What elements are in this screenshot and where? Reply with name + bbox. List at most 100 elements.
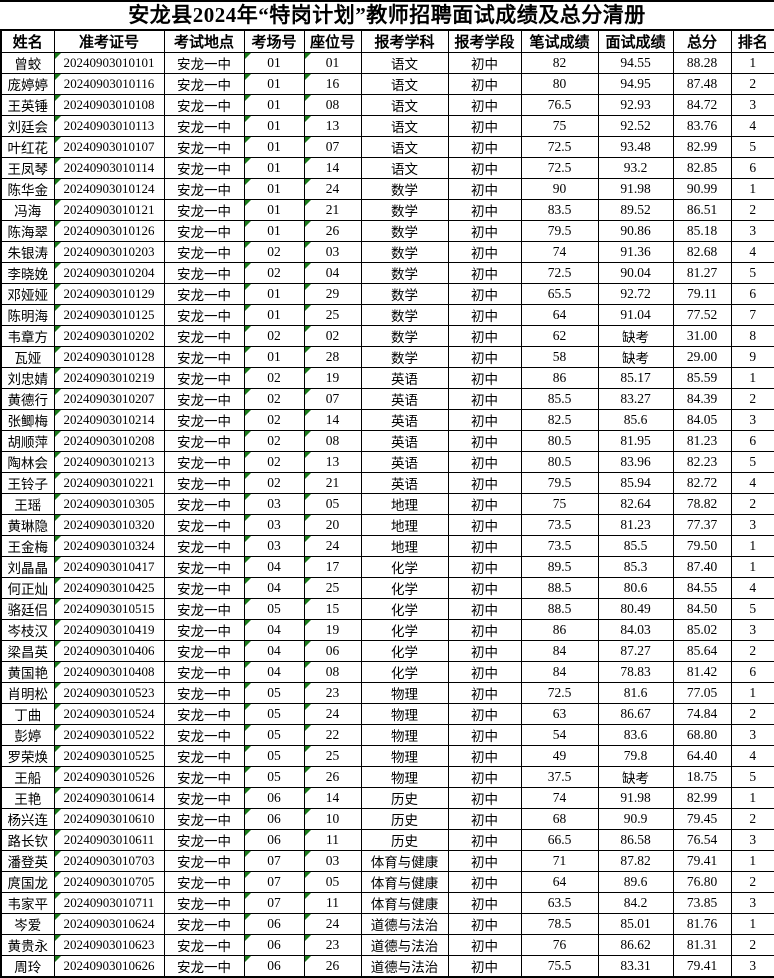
cell-subject: 数学	[360, 262, 449, 284]
cell-exam-location: 安龙一中	[163, 199, 245, 221]
cell-subject: 语文	[360, 94, 449, 116]
cell-total-score: 77.05	[672, 682, 732, 704]
cell-interview-score: 80.49	[597, 598, 674, 620]
cell-name: 曾蛟	[0, 52, 55, 74]
cell-exam-location: 安龙一中	[163, 913, 245, 935]
cell-total-score: 29.00	[672, 346, 732, 368]
cell-exam-id: 20240903010425	[53, 577, 165, 599]
cell-interview-score: 92.72	[597, 283, 674, 305]
cell-seat-number: 26	[303, 955, 362, 978]
cell-exam-location: 安龙一中	[163, 136, 245, 158]
header-interview-score: 面试成绩	[597, 29, 674, 53]
cell-exam-location: 安龙一中	[163, 724, 245, 746]
header-exam-id: 准考证号	[53, 29, 165, 53]
cell-exam-location: 安龙一中	[163, 262, 245, 284]
cell-name: 王瑶	[0, 493, 55, 515]
cell-exam-id: 20240903010129	[53, 283, 165, 305]
cell-interview-score: 81.6	[597, 682, 674, 704]
cell-seat-number: 13	[303, 451, 362, 473]
cell-exam-id: 20240903010610	[53, 808, 165, 830]
cell-total-score: 81.27	[672, 262, 732, 284]
cell-school-level: 初中	[447, 892, 522, 914]
cell-name: 丁曲	[0, 703, 55, 725]
cell-rank: 5	[730, 598, 774, 620]
cell-seat-number: 26	[303, 766, 362, 788]
cell-name: 黄琳隐	[0, 514, 55, 536]
cell-rank: 1	[730, 535, 774, 557]
cell-exam-location: 安龙一中	[163, 514, 245, 536]
cell-rank: 1	[730, 913, 774, 935]
cell-rank: 2	[730, 640, 774, 662]
cell-written-score: 58	[520, 346, 599, 368]
cell-total-score: 76.80	[672, 871, 732, 893]
cell-school-level: 初中	[447, 451, 522, 473]
table-body: 曾蛟 20240903010101 安龙一中 01 01 语文 初中 82 94.55 88.28…	[0, 52, 774, 978]
cell-seat-number: 02	[303, 325, 362, 347]
cell-exam-location: 安龙一中	[163, 598, 245, 620]
cell-exam-id: 20240903010711	[53, 892, 165, 914]
cell-total-score: 84.72	[672, 94, 732, 116]
cell-total-score: 81.42	[672, 661, 732, 683]
cell-name: 路长钦	[0, 829, 55, 851]
cell-exam-id: 20240903010522	[53, 724, 165, 746]
table-row: 丁曲 20240903010524 安龙一中 05 24 物理 初中 63 86.67 74.84…	[0, 703, 774, 725]
cell-room-number: 04	[243, 661, 305, 683]
cell-exam-id: 20240903010705	[53, 871, 165, 893]
cell-exam-location: 安龙一中	[163, 346, 245, 368]
cell-exam-id: 20240903010408	[53, 661, 165, 683]
cell-seat-number: 22	[303, 724, 362, 746]
cell-rank: 1	[730, 367, 774, 389]
cell-exam-id: 20240903010623	[53, 934, 165, 956]
cell-written-score: 84	[520, 661, 599, 683]
cell-rank: 2	[730, 808, 774, 830]
cell-rank: 1	[730, 556, 774, 578]
cell-interview-score: 94.55	[597, 52, 674, 74]
cell-written-score: 62	[520, 325, 599, 347]
cell-exam-location: 安龙一中	[163, 472, 245, 494]
cell-written-score: 72.5	[520, 136, 599, 158]
cell-room-number: 06	[243, 934, 305, 956]
cell-name: 岑枝汉	[0, 619, 55, 641]
cell-interview-score: 93.2	[597, 157, 674, 179]
cell-subject: 历史	[360, 829, 449, 851]
cell-written-score: 74	[520, 241, 599, 263]
cell-exam-id: 20240903010101	[53, 52, 165, 74]
cell-seat-number: 25	[303, 745, 362, 767]
cell-subject: 英语	[360, 451, 449, 473]
header-name: 姓名	[0, 29, 55, 53]
cell-name: 彭婷	[0, 724, 55, 746]
cell-written-score: 71	[520, 850, 599, 872]
cell-seat-number: 01	[303, 52, 362, 74]
cell-total-score: 81.76	[672, 913, 732, 935]
cell-name: 骆廷侣	[0, 598, 55, 620]
cell-rank: 1	[730, 178, 774, 200]
cell-room-number: 01	[243, 304, 305, 326]
cell-total-score: 85.64	[672, 640, 732, 662]
cell-written-score: 65.5	[520, 283, 599, 305]
table-row: 刘忠婧 20240903010219 安龙一中 02 19 英语 初中 86 85.17 85.5…	[0, 367, 774, 389]
cell-seat-number: 05	[303, 493, 362, 515]
cell-rank: 6	[730, 661, 774, 683]
cell-seat-number: 24	[303, 913, 362, 935]
cell-school-level: 初中	[447, 850, 522, 872]
cell-seat-number: 08	[303, 661, 362, 683]
cell-exam-location: 安龙一中	[163, 157, 245, 179]
cell-exam-location: 安龙一中	[163, 934, 245, 956]
cell-exam-id: 20240903010406	[53, 640, 165, 662]
cell-seat-number: 24	[303, 535, 362, 557]
cell-total-score: 79.45	[672, 808, 732, 830]
cell-name: 邓娅娅	[0, 283, 55, 305]
cell-total-score: 64.40	[672, 745, 732, 767]
cell-seat-number: 13	[303, 115, 362, 137]
cell-room-number: 01	[243, 73, 305, 95]
cell-exam-id: 20240903010524	[53, 703, 165, 725]
cell-subject: 语文	[360, 52, 449, 74]
cell-written-score: 66.5	[520, 829, 599, 851]
cell-interview-score: 92.52	[597, 115, 674, 137]
cell-school-level: 初中	[447, 262, 522, 284]
cell-written-score: 63.5	[520, 892, 599, 914]
cell-exam-location: 安龙一中	[163, 640, 245, 662]
cell-written-score: 84	[520, 640, 599, 662]
cell-total-score: 82.85	[672, 157, 732, 179]
cell-rank: 2	[730, 934, 774, 956]
